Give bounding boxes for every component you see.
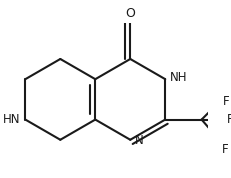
Text: N: N <box>134 134 143 148</box>
Text: F: F <box>222 95 229 108</box>
Text: F: F <box>220 143 227 156</box>
Text: O: O <box>125 7 135 20</box>
Text: F: F <box>226 113 231 126</box>
Text: NH: NH <box>169 71 187 84</box>
Text: HN: HN <box>3 113 20 126</box>
